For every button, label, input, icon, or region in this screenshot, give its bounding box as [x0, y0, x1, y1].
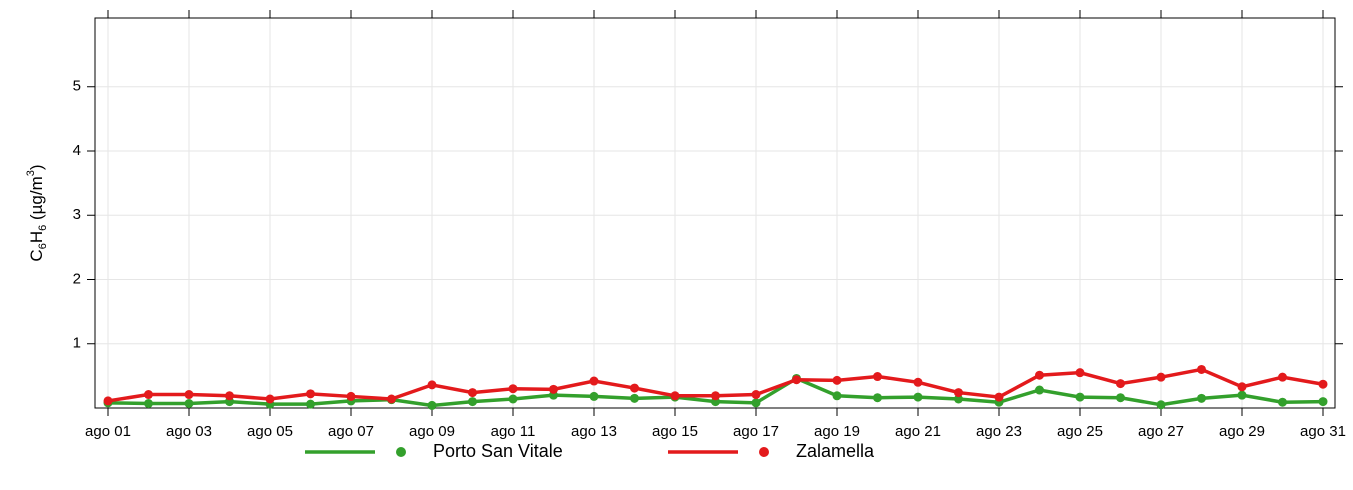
- grid: [95, 18, 1335, 408]
- x-tick-label: ago 05: [247, 423, 293, 440]
- data-point: [1278, 372, 1287, 382]
- legend-label: Zalamella: [796, 441, 875, 461]
- data-point: [1197, 393, 1206, 403]
- data-point: [1156, 372, 1166, 382]
- data-point: [427, 380, 437, 390]
- data-point: [184, 390, 194, 400]
- data-point: [873, 372, 882, 382]
- data-point: [792, 375, 801, 385]
- x-tick-label: ago 07: [328, 423, 374, 440]
- data-point: [468, 388, 477, 398]
- data-point: [1197, 364, 1206, 374]
- x-tick-label: ago 27: [1138, 423, 1184, 440]
- data-point: [427, 400, 437, 410]
- data-point: [630, 383, 639, 393]
- data-point: [1075, 392, 1085, 402]
- y-tick-label: 4: [73, 142, 81, 159]
- data-point: [1116, 393, 1125, 403]
- data-point: [508, 384, 518, 394]
- x-tick-label: ago 19: [814, 423, 860, 440]
- x-tick-label: ago 11: [491, 423, 536, 440]
- data-point: [954, 388, 963, 398]
- x-tick-label: ago 03: [166, 423, 212, 440]
- data-point: [387, 394, 396, 404]
- data-point: [954, 394, 963, 404]
- y-label-part: H: [27, 231, 46, 243]
- x-tick-label: ago 13: [571, 423, 617, 440]
- x-tick-label: ago 31: [1300, 423, 1346, 440]
- data-point: [832, 375, 842, 385]
- y-label-part: 6: [37, 243, 49, 249]
- data-point: [589, 376, 599, 386]
- data-point: [144, 390, 153, 400]
- legend-dot: [759, 447, 769, 457]
- x-tick-label: ago 09: [409, 423, 455, 440]
- x-tick-label: ago 15: [652, 423, 698, 440]
- legend-dot: [396, 447, 406, 457]
- data-point: [1035, 385, 1044, 395]
- y-label-part: (µg/m: [27, 176, 46, 225]
- data-point: [1237, 390, 1247, 400]
- data-point: [184, 399, 194, 409]
- y-label-part: ): [27, 164, 46, 170]
- data-point: [468, 397, 477, 407]
- data-point: [711, 391, 720, 401]
- y-label-part: 3: [25, 170, 37, 176]
- data-point: [508, 394, 518, 404]
- data-point: [1237, 382, 1247, 392]
- y-axis-label: C6H6 (µg/m3): [25, 164, 49, 261]
- data-point: [265, 394, 275, 404]
- data-point: [913, 377, 923, 387]
- data-point: [1116, 379, 1125, 389]
- data-point: [1318, 397, 1328, 407]
- x-tick-label: ago 23: [976, 423, 1022, 440]
- data-point: [306, 389, 315, 399]
- data-point: [913, 392, 923, 402]
- data-point: [549, 384, 558, 394]
- data-point: [1156, 400, 1166, 410]
- x-tick-label: ago 01: [85, 423, 131, 440]
- data-point: [1035, 370, 1044, 380]
- data-point: [225, 391, 234, 401]
- data-point: [103, 396, 113, 406]
- y-label-part: 6: [37, 225, 49, 231]
- data-point: [1318, 379, 1328, 389]
- data-point: [751, 398, 761, 408]
- data-point: [144, 399, 153, 409]
- data-point: [832, 391, 842, 401]
- x-tick-label: ago 29: [1219, 423, 1265, 440]
- legend-label: Porto San Vitale: [433, 441, 563, 461]
- data-point: [994, 392, 1004, 402]
- y-tick-label: 2: [73, 270, 81, 287]
- data-point: [873, 393, 882, 403]
- x-tick-label: ago 21: [895, 423, 941, 440]
- data-point: [1278, 397, 1287, 407]
- x-tick-label: ago 17: [733, 423, 779, 440]
- data-point: [1075, 368, 1085, 378]
- y-tick-label: 5: [73, 78, 81, 95]
- x-tick-label: ago 25: [1057, 423, 1103, 440]
- y-tick-label: 3: [73, 206, 81, 223]
- data-point: [306, 399, 315, 409]
- data-point: [346, 391, 356, 401]
- y-tick-label: 1: [73, 335, 81, 352]
- data-point: [630, 393, 639, 403]
- data-point: [589, 391, 599, 401]
- y-label-part: C: [27, 249, 46, 261]
- data-point: [670, 391, 680, 401]
- plot-frame: [94, 17, 1336, 409]
- data-point: [751, 390, 761, 400]
